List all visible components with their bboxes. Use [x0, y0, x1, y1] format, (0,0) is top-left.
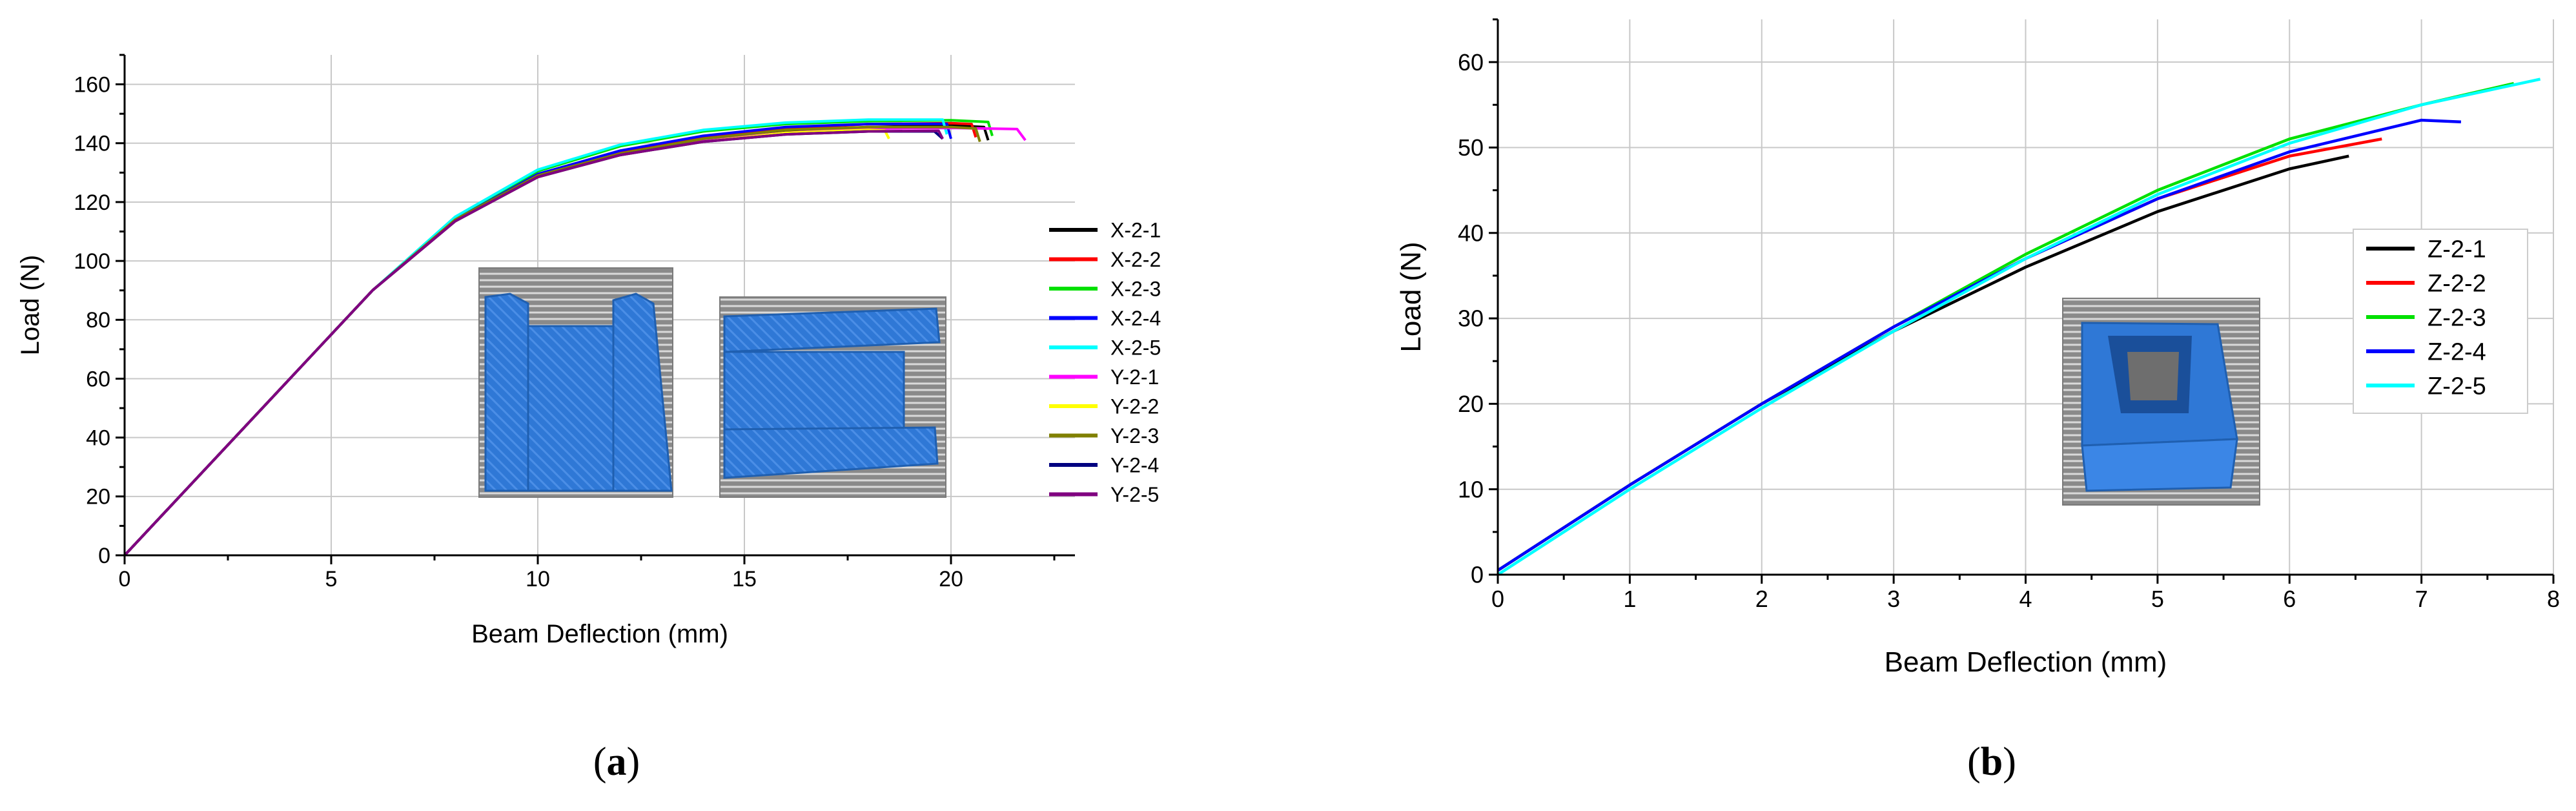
legend-label-Z-2-2: Z-2-2 [2428, 271, 2486, 298]
x-tick-label: 8 [2547, 586, 2560, 612]
y-tick-label: 60 [1458, 49, 1484, 76]
inset-image-b1 [2062, 298, 2260, 506]
chart-a-axes: 0 5 10 15 20 0 20 40 60 80 100 120 140 160 [74, 54, 1075, 591]
y-tick-label: 120 [74, 190, 110, 215]
x-tick-label: 0 [1491, 586, 1504, 612]
x-tick-label: 4 [2019, 586, 2032, 612]
y-tick-label: 40 [86, 426, 110, 451]
chart-a-series [123, 118, 1027, 557]
chart-b-axes: 0 1 2 3 4 5 6 7 8 0 10 20 30 40 50 60 [1458, 18, 2560, 612]
x-tick-label: 3 [1887, 586, 1900, 612]
chart-a: 0 5 10 15 20 0 20 40 60 80 100 120 140 160 X-2-1 X-2-2… [16, 54, 1161, 648]
legend-label-Z-2-1: Z-2-1 [2428, 236, 2486, 263]
series-line-Z-2-5 [1497, 77, 2541, 576]
x-tick-label: 15 [732, 567, 757, 591]
y-tick-label: 80 [86, 308, 110, 333]
legend-label-X-2-2: X-2-2 [1110, 248, 1161, 271]
chart-a-y-axis-label: Load (N) [16, 255, 45, 356]
legend-label-X-2-3: X-2-3 [1110, 278, 1161, 301]
x-tick-label: 1 [1623, 586, 1636, 612]
legend-label-X-2-5: X-2-5 [1110, 336, 1161, 360]
panel-b-close: ) [2003, 740, 2016, 784]
chart-a-x-axis-label: Beam Deflection (mm) [471, 620, 728, 648]
x-tick-label: 5 [2151, 586, 2164, 612]
y-tick-label: 40 [1458, 220, 1484, 246]
y-tick-label: 60 [86, 367, 110, 391]
chart-b-legend: Z-2-1 Z-2-2 Z-2-3 Z-2-4 Z-2-5 [2353, 229, 2528, 414]
x-tick-label: 2 [1755, 586, 1768, 612]
y-tick-label: 20 [1458, 391, 1484, 417]
y-tick-label: 160 [74, 72, 110, 97]
x-tick-label: 6 [2283, 586, 2296, 612]
x-tick-label: 7 [2415, 586, 2428, 612]
x-tick-label: 10 [526, 567, 550, 591]
y-tick-label: 0 [1471, 562, 1484, 588]
chart-b-x-axis-label: Beam Deflection (mm) [1885, 646, 2167, 678]
x-tick-label: 20 [939, 567, 963, 591]
panel-b-letter: b [1981, 740, 2003, 784]
chart-b-insets [2062, 298, 2260, 506]
chart-a-insets [478, 267, 946, 498]
legend-label-Y-2-1: Y-2-1 [1110, 365, 1159, 389]
panel-label-b: (b) [1967, 740, 2016, 784]
legend-label-Y-2-4: Y-2-4 [1110, 454, 1159, 477]
inset-image-a2 [719, 296, 946, 498]
legend-label-Z-2-4: Z-2-4 [2428, 339, 2486, 366]
series-line-Z-2-4 [1497, 118, 2461, 572]
panel-a-open: ( [593, 740, 607, 784]
chart-b-y-axis-label: Load (N) [1395, 241, 1427, 352]
y-tick-label: 0 [98, 544, 110, 568]
legend-label-Y-2-3: Y-2-3 [1110, 424, 1159, 447]
inset-image-a1 [478, 267, 673, 498]
y-tick-label: 140 [74, 132, 110, 156]
legend-label-Z-2-5: Z-2-5 [2428, 373, 2486, 400]
y-tick-label: 20 [86, 485, 110, 509]
legend-label-X-2-4: X-2-4 [1110, 307, 1161, 330]
x-tick-label: 5 [325, 567, 338, 591]
chart-a-legend: X-2-1 X-2-2 X-2-3 X-2-4 X-2-5 Y-2-1 Y-2-2 Y-2-3… [1049, 219, 1161, 506]
chart-b-series [1497, 77, 2541, 576]
series-line-Y-2-5 [123, 129, 944, 557]
panel-b-open: ( [1967, 740, 1981, 784]
legend-label-Y-2-2: Y-2-2 [1110, 395, 1159, 418]
y-tick-label: 50 [1458, 134, 1484, 161]
legend-label-Y-2-5: Y-2-5 [1110, 483, 1159, 506]
y-tick-label: 10 [1458, 476, 1484, 502]
panel-label-a: (a) [593, 740, 640, 784]
legend-label-Z-2-3: Z-2-3 [2428, 305, 2486, 332]
legend-box [2353, 229, 2528, 414]
legend-label-X-2-1: X-2-1 [1110, 219, 1161, 242]
y-tick-label: 30 [1458, 305, 1484, 332]
x-tick-label: 0 [119, 567, 131, 591]
panel-a-letter: a [607, 740, 627, 784]
y-tick-label: 100 [74, 249, 110, 274]
panel-a-close: ) [627, 740, 640, 784]
